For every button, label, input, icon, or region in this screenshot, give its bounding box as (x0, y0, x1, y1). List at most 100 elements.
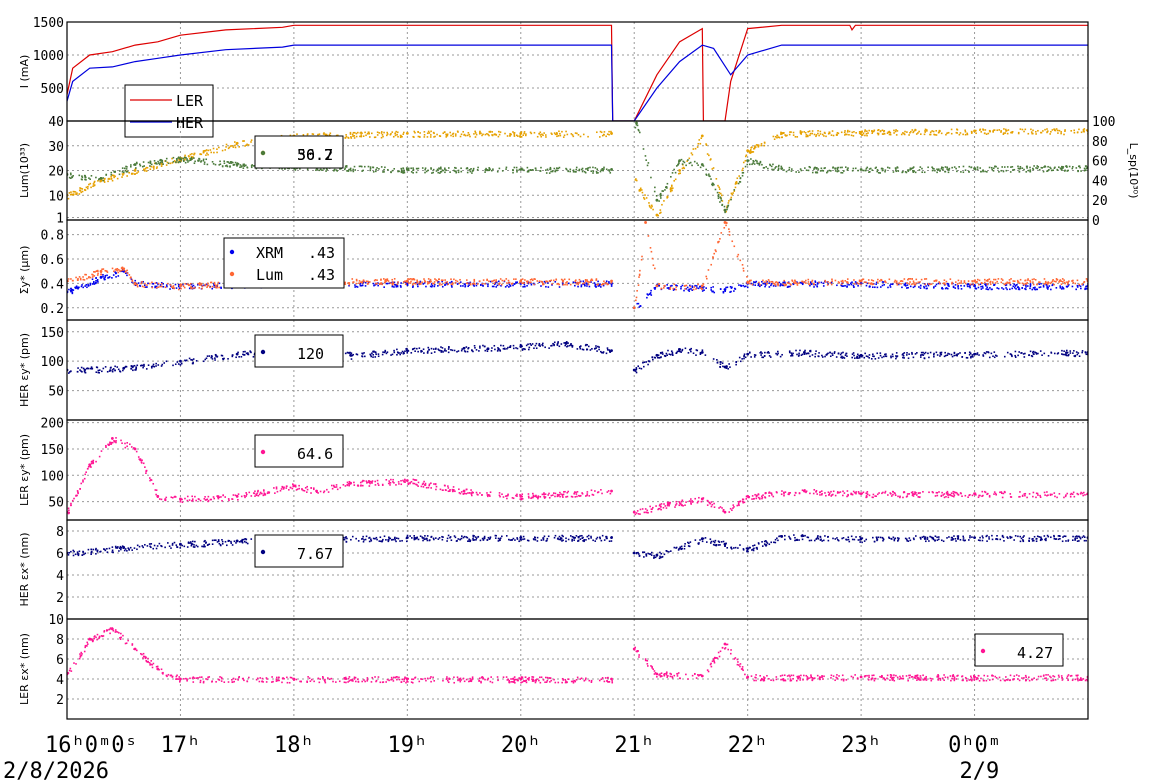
y-axis-label: HER εx* (nm) (18, 532, 31, 606)
y-right-tick-label: 60 (1092, 155, 1108, 170)
data-point (610, 677, 613, 681)
panel-current: 500 1000 1500 I (mA) LER HER (18, 16, 1089, 138)
data-point (235, 352, 239, 356)
data-point (678, 169, 681, 172)
plot-area (67, 534, 1088, 560)
y-tick-label: 6 (56, 653, 64, 668)
data-point (610, 489, 613, 493)
legend: 30.756.2 (254, 135, 344, 169)
y-tick-label: 8 (56, 525, 64, 540)
y-axis-label: Σy* (μm) (18, 246, 31, 295)
y-tick-label: 0.6 (41, 253, 64, 268)
data-point (723, 288, 727, 291)
y-tick-label: 200 (41, 417, 64, 432)
series-cloud (67, 437, 1088, 516)
x-tick-label: 16ʰ0ᵐ0ˢ (45, 733, 138, 758)
y-tick-label: 1 (56, 212, 64, 227)
panel-her_eps_x: 2 4 6 8 HER εx* (nm) 7.67 (18, 519, 1089, 620)
legend-value: 64.6 (297, 445, 333, 463)
data-point (644, 221, 647, 224)
series-cloud (67, 534, 1087, 560)
y-tick-label: 50 (48, 496, 64, 511)
data-point (632, 306, 636, 310)
legend-value: 56.2 (297, 146, 333, 164)
legend-label: HER (176, 114, 204, 132)
legend-box (254, 135, 344, 169)
data-point (632, 510, 636, 514)
data-point (632, 551, 636, 555)
y-tick-label: 0.4 (41, 277, 65, 292)
data-point (973, 536, 976, 539)
panel-frame (66, 319, 1089, 421)
legend: LER HER (124, 84, 214, 138)
y-tick-label: 0.2 (41, 302, 64, 317)
data-point (235, 539, 239, 543)
data-point (655, 353, 659, 357)
legend-box (223, 237, 345, 289)
legend-marker (229, 271, 235, 277)
legend-box (254, 334, 344, 368)
y-right-axis-label: L_sp(10³⁰) (1127, 143, 1140, 199)
y-right-tick-label: 100 (1092, 115, 1115, 130)
x-tick-label: 20ʰ (501, 733, 541, 758)
data-point (235, 494, 239, 498)
y-right-tick-label: 80 (1092, 135, 1108, 150)
plot-area (67, 627, 1088, 684)
y-tick-label: 2 (56, 693, 64, 708)
data-point (700, 284, 704, 288)
plot-area (67, 341, 1088, 374)
legend-value: 30.7 (297, 146, 333, 164)
data-point (655, 284, 659, 288)
data-point (133, 169, 137, 172)
y-axis-label: LER εy* (pm) (18, 434, 31, 506)
series-cloud (67, 128, 1088, 217)
legend: 120 (254, 334, 344, 368)
data-point (700, 350, 704, 354)
legend-value: .43 (308, 266, 335, 284)
panel-frame (66, 419, 1089, 521)
data-point (88, 463, 92, 467)
y-tick-label: 8 (56, 633, 64, 648)
series-cloud (67, 341, 1088, 374)
legend: 7.67 (254, 534, 344, 568)
legend-label: Lum (256, 266, 283, 284)
y-tick-label: 1000 (33, 49, 64, 64)
data-point (632, 647, 636, 651)
y-axis-label: LER εx* (nm) (18, 633, 31, 705)
series-cloud (67, 221, 1088, 302)
data-point (405, 479, 409, 482)
panel-her_eps_y: 50 100 150 HER εy* (pm) 120 (18, 319, 1089, 421)
data-point (122, 366, 126, 370)
legend-box (254, 534, 344, 568)
y-axis-label: Lum(10³³) (18, 143, 31, 198)
y-tick-label: 30 (48, 140, 64, 155)
panel-ler_eps_y: 50 100 150 200 LER εy* (pm) 64.6 (18, 417, 1089, 521)
panel-frame (66, 618, 1089, 720)
y-right-tick-label: 20 (1092, 194, 1108, 209)
data-point (179, 359, 182, 363)
y-tick-label: 4 (56, 673, 64, 688)
x-date-label: 2/9 (960, 759, 1000, 782)
legend-box (254, 434, 344, 468)
x-tick-label: 17ʰ (161, 733, 201, 758)
x-tick-label: 22ʰ (728, 733, 768, 758)
y-tick-label: 150 (41, 443, 64, 458)
y-tick-label: 100 (41, 355, 64, 370)
y-tick-label: 10 (48, 189, 64, 204)
legend-value: 7.67 (297, 545, 333, 563)
legend-box (124, 84, 214, 138)
legend-marker (260, 449, 266, 455)
y-axis-label: I (mA) (18, 55, 31, 89)
y-tick-label: 40 (48, 115, 64, 130)
data-point (99, 275, 103, 279)
panel-frame (66, 519, 1089, 620)
legend-box (974, 633, 1064, 667)
data-point (723, 510, 727, 514)
x-date-label: 2/8/2026 (3, 759, 109, 782)
legend: 4.27 (974, 633, 1064, 667)
legend-value: 4.27 (1017, 644, 1053, 662)
plot-area (67, 24, 1088, 121)
legend-value: .43 (308, 244, 335, 262)
y-tick-label: 6 (56, 547, 64, 562)
